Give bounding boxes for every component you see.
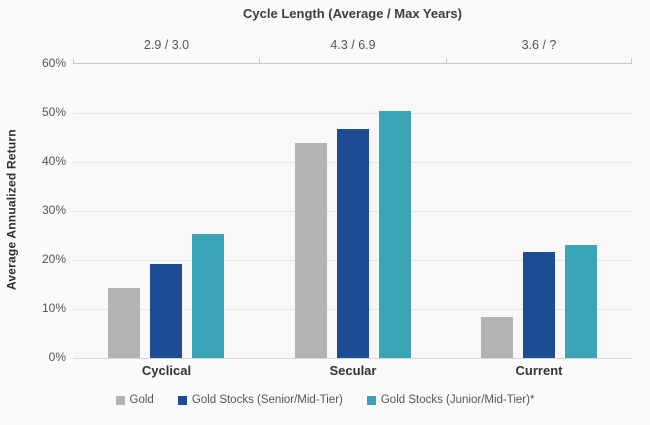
y-tick-label: 0%	[48, 350, 66, 364]
y-tick-label: 50%	[41, 105, 66, 119]
legend-swatch-icon	[366, 395, 376, 405]
plot-area	[73, 58, 632, 359]
y-tick-label: 20%	[41, 252, 66, 266]
chart-title: Cycle Length (Average / Max Years)	[243, 6, 462, 21]
legend-item-2: Gold Stocks (Junior/Mid-Tier)*	[366, 394, 535, 406]
cycle-length-label-current: 3.6 / ?	[521, 38, 557, 52]
bar-current-series-0	[480, 316, 513, 358]
y-tick-label: 60%	[41, 56, 66, 70]
axis-tick	[73, 58, 74, 64]
bar-current-series-2	[564, 245, 597, 358]
y-tick-label: 40%	[41, 154, 66, 168]
category-label-cyclical: Cyclical	[141, 363, 192, 378]
y-axis-labels: 0% 10% 20% 30% 40% 50% 60%	[0, 56, 66, 364]
cycle-length-label-secular: 4.3 / 6.9	[330, 38, 376, 52]
bar-cyclical-series-2	[192, 234, 225, 358]
legend-item-1: Gold Stocks (Senior/Mid-Tier)	[177, 394, 343, 406]
legend-label: Gold Stocks (Junior/Mid-Tier)*	[380, 394, 535, 406]
bar-secular-series-1	[336, 128, 369, 358]
legend-swatch-icon	[115, 395, 125, 405]
cycle-length-label-cyclical: 2.9 / 3.0	[143, 38, 190, 52]
gridline	[73, 113, 632, 114]
bar-cyclical-series-1	[150, 263, 183, 358]
legend-item-0: Gold	[115, 394, 154, 406]
axis-tick	[631, 58, 632, 64]
y-tick-label: 10%	[41, 301, 66, 315]
category-label-secular: Secular	[329, 363, 377, 378]
legend-swatch-icon	[177, 395, 187, 405]
bar-secular-series-2	[378, 110, 411, 358]
x-axis-baseline	[73, 358, 632, 359]
bar-cyclical-series-0	[108, 288, 141, 358]
axis-tick	[445, 58, 447, 64]
axis-tick	[259, 58, 261, 64]
legend-label: Gold	[129, 394, 154, 406]
bar-current-series-1	[522, 252, 555, 358]
bar-secular-series-0	[294, 143, 327, 358]
y-tick-label: 30%	[41, 203, 66, 217]
category-label-current: Current	[515, 363, 563, 378]
legend-label: Gold Stocks (Senior/Mid-Tier)	[191, 394, 343, 406]
legend: Gold Gold Stocks (Senior/Mid-Tier) Gold St…	[0, 394, 650, 406]
